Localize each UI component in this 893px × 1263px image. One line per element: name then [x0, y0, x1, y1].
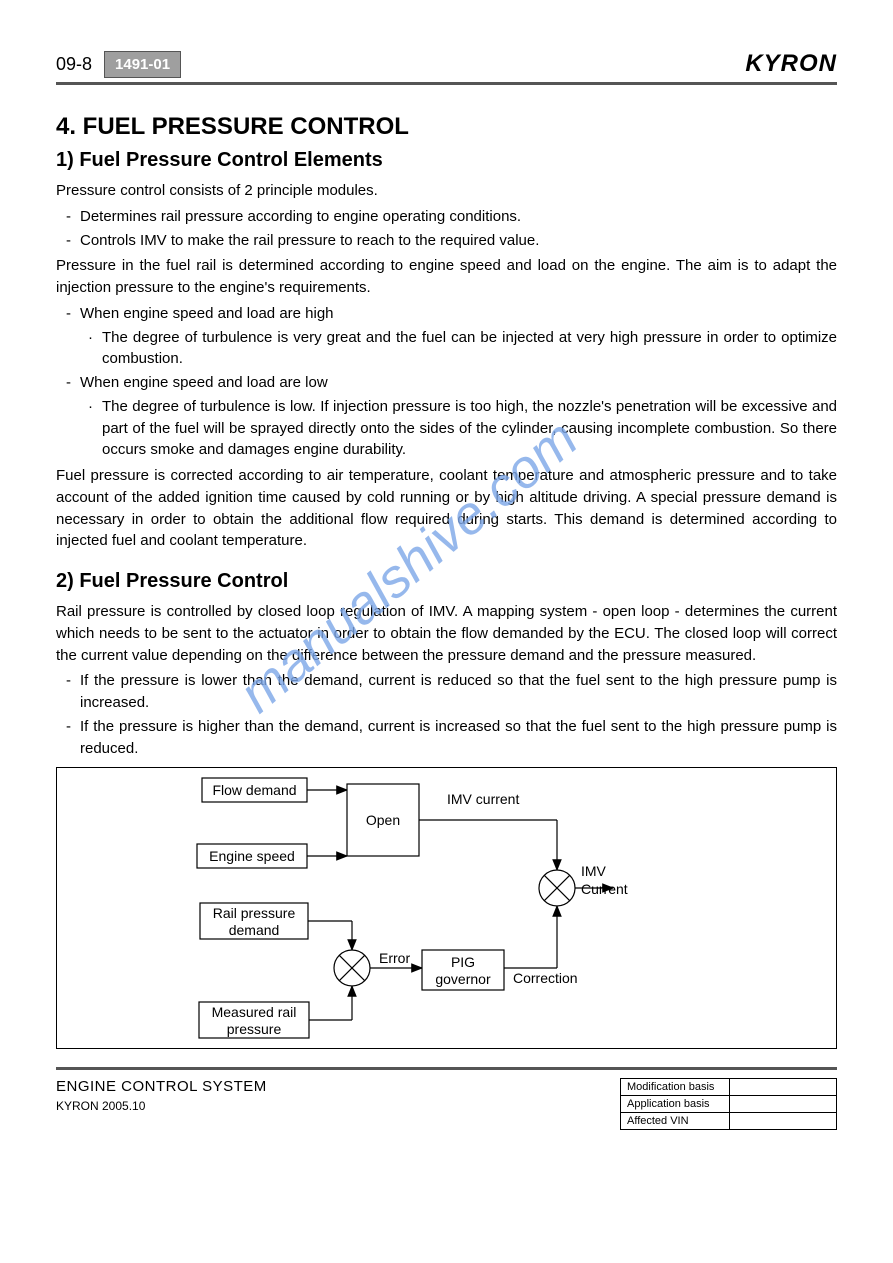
- list-3: If the pressure is lower than the demand…: [56, 670, 837, 759]
- svg-text:Current: Current: [581, 881, 628, 897]
- list-item: When engine speed and load are low The d…: [80, 372, 837, 461]
- diagram-svg: Flow demand Engine speed Open Rail pressure…: [57, 768, 837, 1048]
- table-cell: Application basis: [621, 1096, 730, 1113]
- svg-text:Open: Open: [366, 812, 400, 828]
- svg-text:Engine speed: Engine speed: [209, 848, 295, 864]
- section-code: 1491-01: [104, 51, 181, 78]
- footer-rule: [56, 1067, 837, 1070]
- table-cell: [730, 1079, 837, 1096]
- table-cell: Affected VIN: [621, 1113, 730, 1130]
- svg-text:IMV: IMV: [581, 863, 607, 879]
- sublist-item: The degree of turbulence is low. If inje…: [102, 396, 837, 461]
- header: 09-8 1491-01 KYRON: [56, 50, 837, 78]
- svg-text:Flow demand: Flow demand: [212, 782, 296, 798]
- footer-model: KYRON 2005.10: [56, 1099, 267, 1113]
- paragraph-2: Pressure in the fuel rail is determined …: [56, 255, 837, 299]
- svg-text:Error: Error: [379, 950, 410, 966]
- footer-system: ENGINE CONTROL SYSTEM: [56, 1078, 267, 1095]
- list-item: If the pressure is higher than the deman…: [80, 716, 837, 760]
- table-row: Application basis: [621, 1096, 837, 1113]
- footer-table: Modification basis Application basis Aff…: [620, 1078, 837, 1130]
- list-item-label: When engine speed and load are high: [80, 305, 334, 322]
- list-item: When engine speed and load are high The …: [80, 303, 837, 370]
- heading-sub1: 1) Fuel Pressure Control Elements: [56, 149, 837, 172]
- table-cell: [730, 1096, 837, 1113]
- brand-logo: KYRON: [745, 50, 837, 78]
- list-1: Determines rail pressure according to en…: [56, 206, 837, 252]
- footer-left: ENGINE CONTROL SYSTEM KYRON 2005.10: [56, 1078, 267, 1113]
- sublist: The degree of turbulence is low. If inje…: [80, 396, 837, 461]
- heading-main: 4. FUEL PRESSURE CONTROL: [56, 113, 837, 141]
- svg-text:demand: demand: [229, 922, 280, 938]
- svg-text:IMV current: IMV current: [447, 791, 519, 807]
- svg-text:governor: governor: [435, 971, 491, 987]
- header-left: 09-8 1491-01: [56, 51, 181, 78]
- svg-text:Measured rail: Measured rail: [212, 1004, 297, 1020]
- table-row: Affected VIN: [621, 1113, 837, 1130]
- list-2: When engine speed and load are high The …: [56, 303, 837, 461]
- sublist: The degree of turbulence is very great a…: [80, 327, 837, 371]
- svg-text:Rail pressure: Rail pressure: [213, 905, 296, 921]
- sublist-item: The degree of turbulence is very great a…: [102, 327, 837, 371]
- table-row: Modification basis: [621, 1079, 837, 1096]
- heading-sub2: 2) Fuel Pressure Control: [56, 570, 837, 593]
- list-item: If the pressure is lower than the demand…: [80, 670, 837, 714]
- table-cell: Modification basis: [621, 1079, 730, 1096]
- svg-text:PIG: PIG: [451, 954, 475, 970]
- list-item: Controls IMV to make the rail pressure t…: [80, 230, 837, 252]
- footer: ENGINE CONTROL SYSTEM KYRON 2005.10 Modi…: [56, 1078, 837, 1130]
- list-item: Determines rail pressure according to en…: [80, 206, 837, 228]
- table-cell: [730, 1113, 837, 1130]
- svg-text:Correction: Correction: [513, 970, 578, 986]
- header-rule: [56, 82, 837, 85]
- diagram: Flow demand Engine speed Open Rail pressure…: [56, 767, 837, 1049]
- svg-text:pressure: pressure: [227, 1021, 282, 1037]
- page-number: 09-8: [56, 54, 92, 75]
- list-item-label: When engine speed and load are low: [80, 374, 328, 391]
- paragraph-3: Fuel pressure is corrected according to …: [56, 465, 837, 552]
- page: 09-8 1491-01 KYRON 4. FUEL PRESSURE CONT…: [0, 0, 893, 1170]
- paragraph-4: Rail pressure is controlled by closed lo…: [56, 601, 837, 666]
- paragraph-1: Pressure control consists of 2 principle…: [56, 180, 837, 202]
